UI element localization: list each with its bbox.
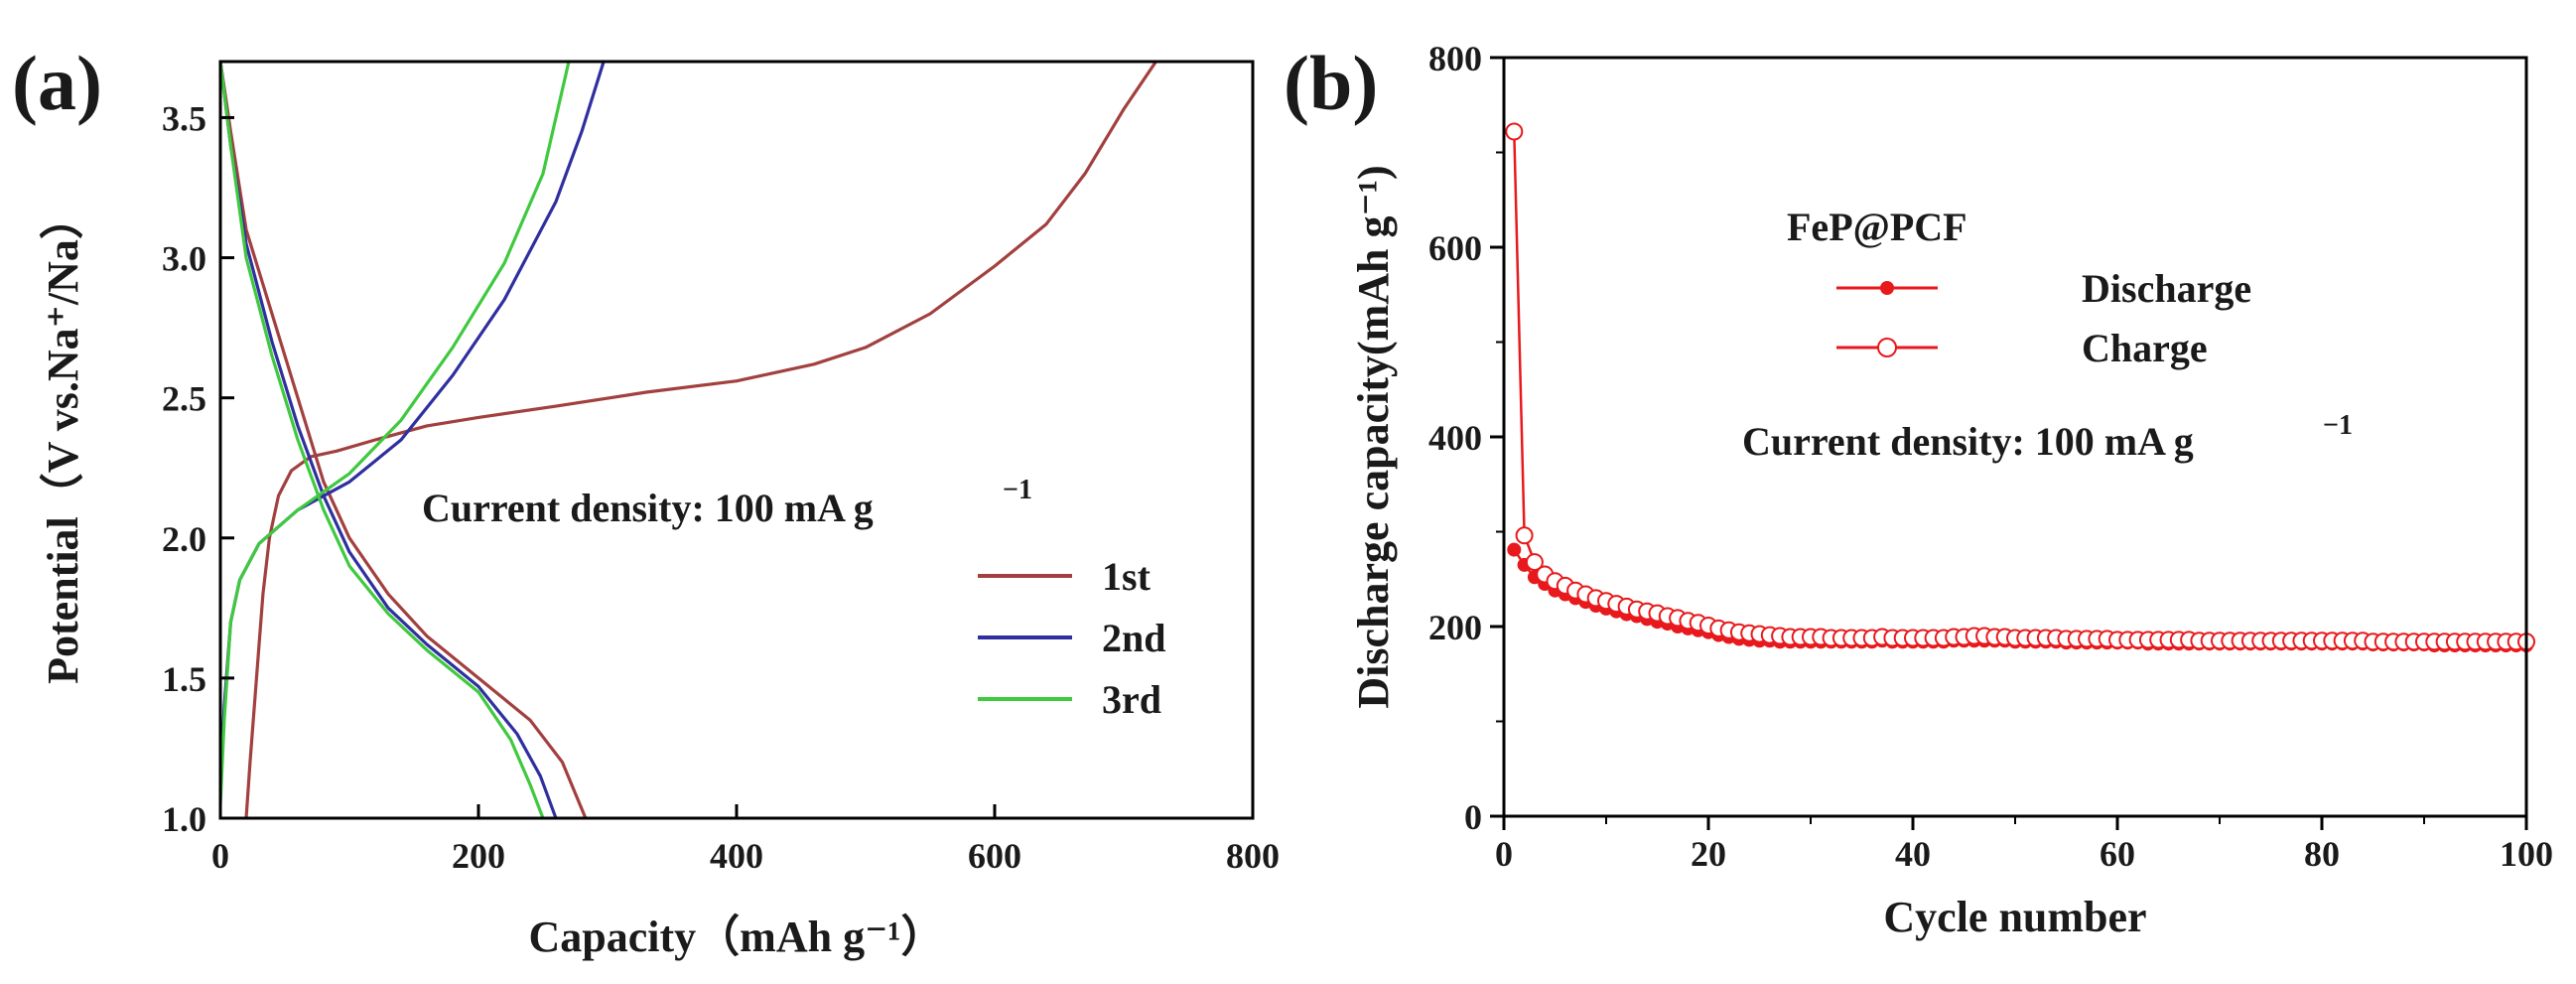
y-tick-label: 600 <box>1428 228 1482 268</box>
x-tick-label: 100 <box>2500 834 2553 874</box>
legend-label-2nd: 2nd <box>1102 616 1166 660</box>
y-tick-label: 3.5 <box>162 98 206 138</box>
panel-a-label: (a) <box>12 40 102 126</box>
y-tick-label: 800 <box>1428 39 1482 78</box>
series-1st-line-2 <box>218 61 588 819</box>
series-2nd-line-2 <box>218 61 558 819</box>
panel-b-y-axis-title: Discharge capacity(mAh g⁻¹) <box>1349 165 1398 708</box>
legend-label-Charge: Charge <box>2082 326 2208 370</box>
series-3rd-line-1 <box>218 61 571 804</box>
y-tick-label: 2.0 <box>162 519 206 559</box>
panel-a-current-density-exponent: −1 <box>1003 475 1032 505</box>
y-tick-label: 0 <box>1464 797 1482 837</box>
x-tick-label: 800 <box>1226 836 1280 876</box>
series-1st-line-1 <box>244 61 1157 819</box>
panel-b-label: (b) <box>1284 40 1378 126</box>
x-tick-label: 200 <box>452 836 505 876</box>
x-tick-label: 80 <box>2304 834 2340 874</box>
panel-a-chart: (a) 0 200 400 600 800 1.0 1.5 2.0 2.5 3.0 3.5 Cap… <box>12 40 1280 961</box>
series-Charge-point <box>1525 553 1544 572</box>
x-tick-label: 400 <box>710 836 763 876</box>
x-tick-label: 600 <box>968 836 1021 876</box>
panel-b-annotation: Current density: 100 mA g −1 <box>1742 410 2353 464</box>
panel-b-series <box>1505 122 2535 653</box>
panel-a-series-lines <box>218 61 1157 819</box>
legend-label-Discharge: Discharge <box>2082 266 2251 311</box>
panel-a-legend: 1st 2nd 3rd <box>978 554 1166 722</box>
y-tick-label: 1.0 <box>162 799 206 839</box>
y-tick-label: 2.5 <box>162 379 206 419</box>
panel-a-x-ticks: 0 200 400 600 800 <box>211 804 1280 876</box>
panel-b-y-ticks: 0 200 400 600 800 <box>1428 39 1504 837</box>
panel-b-chart: (b) 0 20 40 60 80 100 0 200 400 600 800 Cycle num… <box>1284 39 2553 941</box>
series-2nd-line-1 <box>218 61 606 790</box>
panel-b-current-density-exponent: −1 <box>2323 410 2353 441</box>
y-tick-label: 200 <box>1428 608 1482 647</box>
legend-marker-Discharge <box>1880 281 1894 295</box>
panel-b-x-axis-title: Cycle number <box>1883 893 2146 941</box>
series-Charge-point <box>1515 526 1534 545</box>
legend-label-3rd: 3rd <box>1102 677 1161 722</box>
panel-b-current-density: Current density: 100 mA g <box>1742 419 2194 464</box>
panel-a-y-ticks: 1.0 1.5 2.0 2.5 3.0 3.5 <box>162 98 234 839</box>
panel-a-annotation: Current density: 100 mA g −1 <box>422 475 1032 530</box>
x-tick-label: 20 <box>1691 834 1726 874</box>
legend-label-1st: 1st <box>1102 554 1152 599</box>
series-3rd-line-2 <box>218 61 545 819</box>
x-tick-label: 60 <box>2100 834 2135 874</box>
panel-a-x-axis-title: Capacity（mAh g⁻¹） <box>529 913 945 961</box>
y-tick-label: 1.5 <box>162 659 206 699</box>
panel-b-legend: Discharge Charge <box>1836 266 2251 370</box>
panel-b-legend-title: FeP@PCF <box>1787 205 1967 249</box>
panel-a-y-axis-title: Potential（V vs.Na⁺/Na） <box>39 196 87 684</box>
panel-b-x-ticks: 0 20 40 60 80 100 <box>1495 816 2553 874</box>
legend-marker-Charge <box>1877 338 1897 357</box>
series-Charge-line <box>1513 131 2526 643</box>
x-tick-label: 0 <box>211 836 229 876</box>
series-Charge-point <box>1505 122 1524 141</box>
series-Discharge-point <box>1507 542 1522 557</box>
y-tick-label: 400 <box>1428 418 1482 458</box>
y-tick-label: 3.0 <box>162 239 206 279</box>
x-tick-label: 0 <box>1495 834 1513 874</box>
x-tick-label: 40 <box>1895 834 1931 874</box>
panel-a-current-density: Current density: 100 mA g <box>422 486 874 530</box>
